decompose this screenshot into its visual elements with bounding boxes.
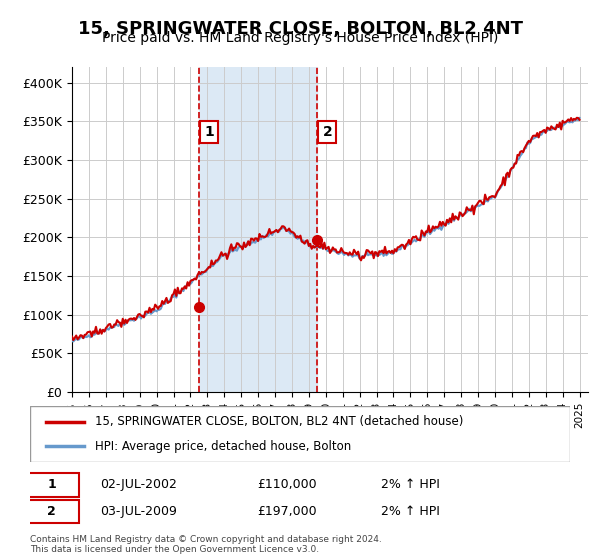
Text: Price paid vs. HM Land Registry's House Price Index (HPI): Price paid vs. HM Land Registry's House …	[102, 31, 498, 45]
Text: 1: 1	[47, 478, 56, 492]
Text: 2: 2	[322, 125, 332, 139]
Text: £197,000: £197,000	[257, 505, 316, 518]
Text: 15, SPRINGWATER CLOSE, BOLTON, BL2 4NT (detached house): 15, SPRINGWATER CLOSE, BOLTON, BL2 4NT (…	[95, 415, 463, 428]
Text: 1: 1	[204, 125, 214, 139]
Text: 02-JUL-2002: 02-JUL-2002	[100, 478, 177, 492]
Text: 03-JUL-2009: 03-JUL-2009	[100, 505, 177, 518]
Text: 2% ↑ HPI: 2% ↑ HPI	[381, 505, 440, 518]
Text: HPI: Average price, detached house, Bolton: HPI: Average price, detached house, Bolt…	[95, 440, 351, 453]
FancyBboxPatch shape	[25, 473, 79, 497]
Text: 15, SPRINGWATER CLOSE, BOLTON, BL2 4NT: 15, SPRINGWATER CLOSE, BOLTON, BL2 4NT	[77, 20, 523, 38]
Text: £110,000: £110,000	[257, 478, 316, 492]
Text: 2% ↑ HPI: 2% ↑ HPI	[381, 478, 440, 492]
Text: 2: 2	[47, 505, 56, 518]
FancyBboxPatch shape	[25, 500, 79, 523]
Text: Contains HM Land Registry data © Crown copyright and database right 2024.
This d: Contains HM Land Registry data © Crown c…	[30, 535, 382, 554]
FancyBboxPatch shape	[30, 406, 570, 462]
